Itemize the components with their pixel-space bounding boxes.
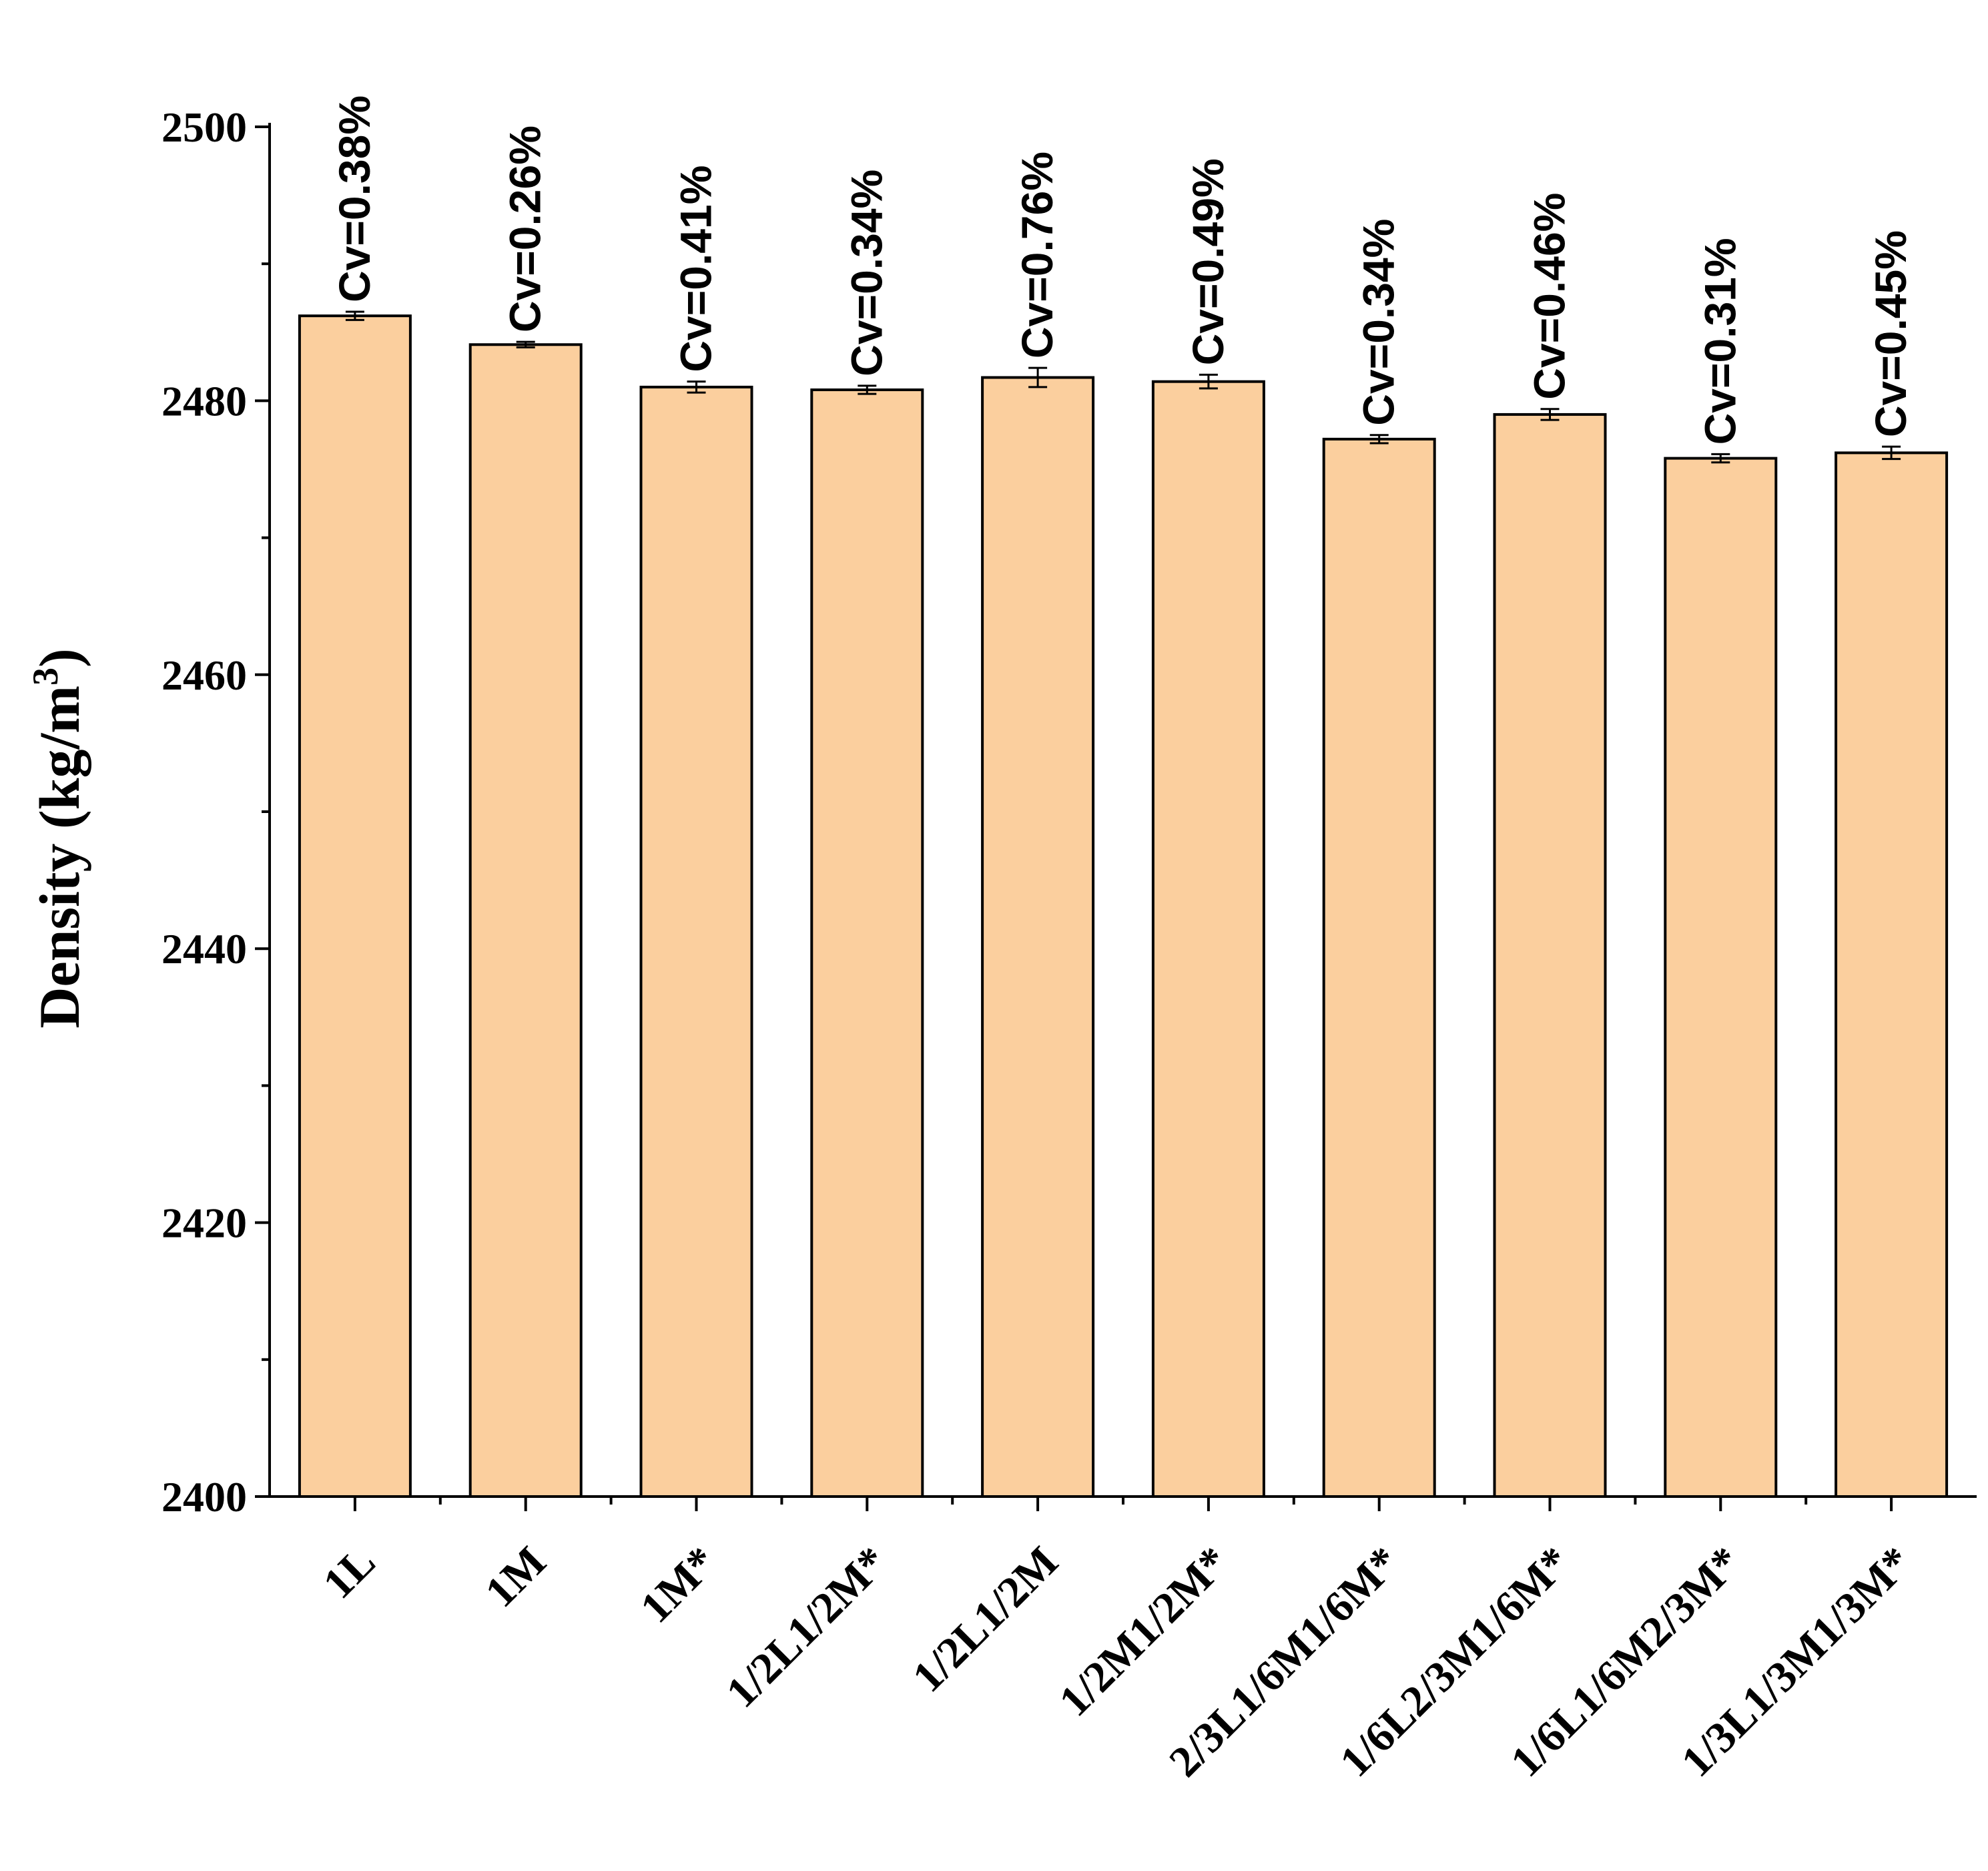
y-tick-label: 2440 <box>161 925 247 973</box>
x-tick-label: 1/2L1/2M <box>904 1537 1068 1701</box>
y-axis-label-main: Density (kg/m <box>27 686 91 1029</box>
bar <box>298 314 412 1498</box>
bar <box>468 343 583 1499</box>
bar <box>981 376 1095 1498</box>
y-axis-label-close: ) <box>27 648 91 667</box>
cv-annotation: Cv=0.31% <box>1695 238 1744 445</box>
y-tick-label: 2480 <box>161 377 247 425</box>
y-tick-label: 2500 <box>161 103 247 151</box>
cv-annotation: Cv=0.38% <box>330 95 379 302</box>
x-axis-ticks: 1L 1M 1M*1/2L1/2M* 1/2L1/2M1/2M1/2M*2/3L1/6… <box>314 1497 1921 1786</box>
plot-area: Cv=0.38% Cv=0.26% Cv=0.41% Cv=0.34% Cv=0.76%… <box>298 95 1949 1499</box>
cv-annotation: Cv=0.76% <box>1012 152 1062 358</box>
x-tick-label: 1M <box>476 1537 555 1617</box>
bar <box>1664 457 1778 1498</box>
bar <box>1151 380 1265 1498</box>
cv-annotation: Cv=0.34% <box>842 170 891 376</box>
cv-annotation: Cv=0.34% <box>1354 219 1403 426</box>
y-tick-label: 2400 <box>161 1473 247 1521</box>
y-axis-ticks: 2400 2420 2440 2460 2480 2500 <box>161 103 270 1521</box>
x-tick-label: 1L <box>314 1537 384 1608</box>
bar <box>639 385 753 1498</box>
y-tick-label: 2420 <box>161 1199 247 1247</box>
cv-annotation: Cv=0.26% <box>501 125 550 332</box>
y-tick-label: 2460 <box>161 651 247 699</box>
x-tick-label: 1/2M1/2M* <box>1050 1537 1238 1725</box>
bar <box>1322 437 1436 1499</box>
cv-annotation: Cv=0.41% <box>671 166 721 372</box>
y-axis-label: Density (kg/m3) <box>25 648 91 1028</box>
x-tick-label: 1M* <box>631 1537 726 1632</box>
y-axis-label-superscript: 3 <box>25 667 65 686</box>
cv-annotation: Cv=0.46% <box>1525 193 1574 400</box>
cv-annotation: Cv=0.49% <box>1183 158 1233 365</box>
x-tick-label: 1/2L1/2M* <box>717 1537 896 1717</box>
bar <box>1493 413 1607 1498</box>
cv-annotation: Cv=0.45% <box>1866 230 1915 437</box>
bar <box>810 388 924 1498</box>
bar <box>1835 451 1949 1498</box>
